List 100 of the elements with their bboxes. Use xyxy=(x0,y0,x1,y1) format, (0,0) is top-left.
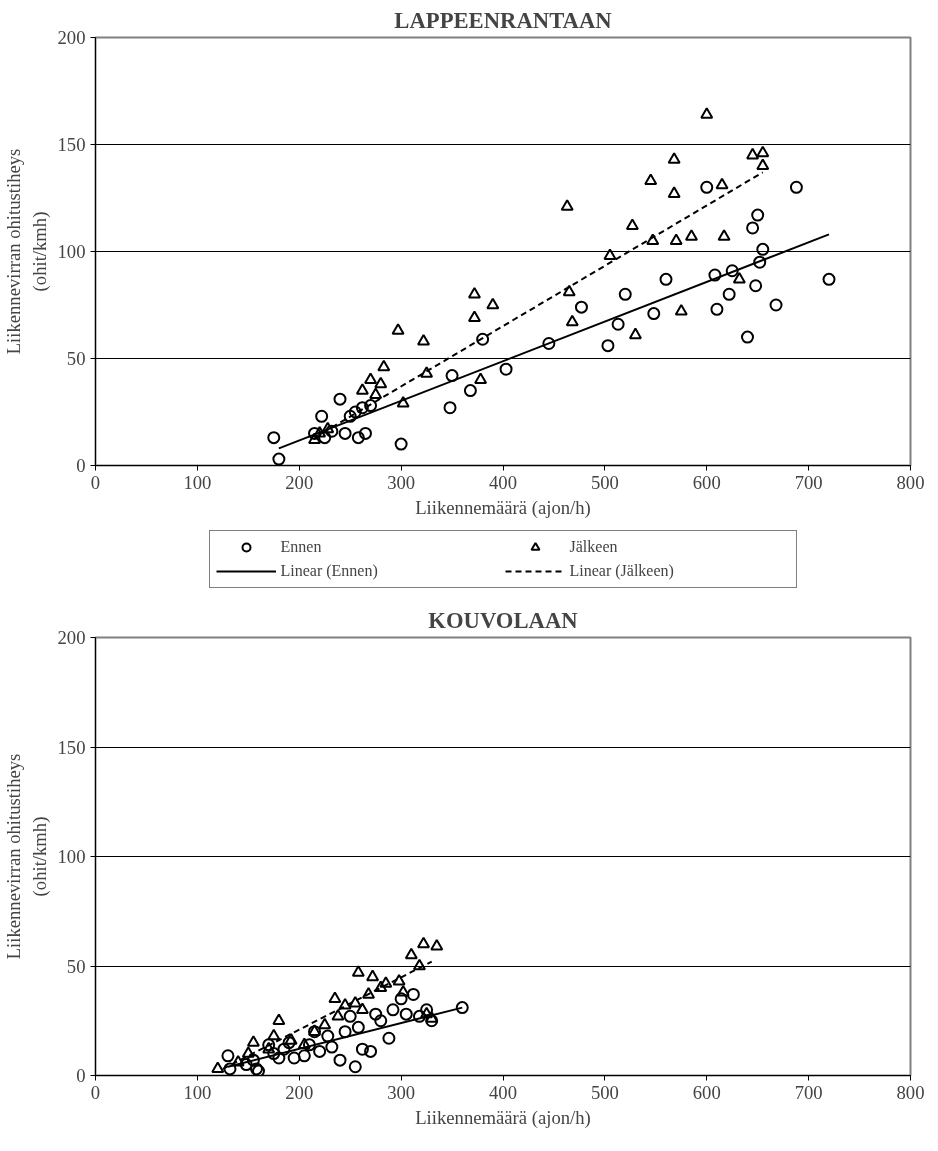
point xyxy=(674,304,688,316)
x-tick-label: 200 xyxy=(285,471,314,493)
y-axis-title: Liikennevirran ohitustiheys (ohit/kmh) xyxy=(3,753,51,960)
point xyxy=(358,426,372,440)
y-tick-label: 150 xyxy=(57,134,86,155)
point xyxy=(611,317,625,331)
point xyxy=(394,437,408,451)
point xyxy=(710,302,724,316)
point xyxy=(476,332,490,346)
x-tick-label: 0 xyxy=(90,1081,101,1103)
x-tick-label: 800 xyxy=(896,1081,925,1103)
point xyxy=(542,337,556,351)
y-tick-label: 200 xyxy=(57,27,86,48)
legend-label: Linear (Ennen) xyxy=(280,562,379,580)
point xyxy=(355,401,369,415)
y-tick-label: 100 xyxy=(57,241,86,262)
x-tick-label: 400 xyxy=(489,471,517,493)
point xyxy=(751,208,765,222)
y-tick-label: 100 xyxy=(57,846,86,867)
point xyxy=(272,452,286,466)
point xyxy=(364,399,378,413)
point xyxy=(715,177,729,190)
point xyxy=(565,314,579,327)
point xyxy=(753,255,767,269)
point xyxy=(746,221,760,235)
x-tick-label: 500 xyxy=(590,1081,619,1103)
x-tick-label: 200 xyxy=(285,1081,314,1103)
point xyxy=(684,229,698,241)
point xyxy=(603,248,617,260)
point xyxy=(708,268,722,282)
point xyxy=(321,421,335,434)
x-tick-label: 600 xyxy=(692,471,721,493)
point xyxy=(369,387,383,400)
x-tick-label: 300 xyxy=(387,1081,416,1103)
point xyxy=(467,310,481,323)
y-tick-label: 50 xyxy=(66,348,86,369)
point xyxy=(391,323,405,335)
point xyxy=(396,396,410,408)
legend-label: Ennen xyxy=(280,538,323,556)
point xyxy=(756,242,770,256)
x-axis-title: Liikennemäärä (ajon/h) xyxy=(415,1106,591,1129)
point xyxy=(467,286,481,299)
x-tick-label: 400 xyxy=(489,1081,517,1103)
point xyxy=(625,218,639,230)
point xyxy=(420,366,434,378)
legend-label: Jälkeen xyxy=(569,538,619,556)
point xyxy=(313,426,327,438)
point xyxy=(644,173,658,186)
y-tick-label: 50 xyxy=(66,955,86,977)
point xyxy=(741,330,754,344)
x-tick-label: 100 xyxy=(183,471,212,493)
y-axis-title: Liikennevirran ohitustiheys (ohit/kmh) xyxy=(3,148,51,355)
point xyxy=(474,372,488,385)
point xyxy=(355,383,369,395)
y-tick-label: 150 xyxy=(57,736,86,758)
point xyxy=(445,369,459,383)
x-tick-label: 700 xyxy=(794,471,823,493)
point xyxy=(669,233,683,245)
point xyxy=(308,432,322,444)
point xyxy=(364,372,378,385)
y-tick-label: 0 xyxy=(76,455,86,476)
point xyxy=(333,392,347,406)
point xyxy=(318,431,332,445)
point xyxy=(351,431,365,445)
chart-title: LAPPEENRANTAAN xyxy=(394,7,613,33)
x-tick-label: 300 xyxy=(387,471,416,493)
point xyxy=(308,426,322,440)
x-tick-label: 500 xyxy=(590,471,619,493)
point xyxy=(325,424,339,438)
point xyxy=(463,384,477,398)
point xyxy=(659,272,673,286)
point xyxy=(338,426,352,440)
point xyxy=(343,409,357,423)
point xyxy=(417,334,431,346)
point xyxy=(667,152,681,164)
point xyxy=(601,339,615,353)
point xyxy=(628,327,642,340)
point xyxy=(756,158,770,171)
point xyxy=(732,271,746,284)
point xyxy=(646,233,660,245)
point xyxy=(756,145,770,158)
chart-title: KOUVOLAAN xyxy=(428,607,579,633)
y-tick-label: 0 xyxy=(76,1065,86,1086)
point xyxy=(560,199,574,211)
point xyxy=(722,287,736,301)
point xyxy=(315,409,329,423)
x-axis-title: Liikennemäärä (ajon/h) xyxy=(415,496,591,519)
point xyxy=(486,297,500,310)
point xyxy=(667,186,681,198)
point xyxy=(499,362,513,376)
point xyxy=(725,264,739,278)
point xyxy=(374,376,388,389)
point xyxy=(789,180,803,194)
point xyxy=(647,307,661,321)
point xyxy=(443,401,457,415)
x-tick-label: 100 xyxy=(183,1081,212,1103)
point xyxy=(749,279,763,293)
x-tick-label: 800 xyxy=(896,471,925,493)
y-tick-label: 200 xyxy=(57,627,86,648)
x-tick-label: 700 xyxy=(794,1081,823,1103)
